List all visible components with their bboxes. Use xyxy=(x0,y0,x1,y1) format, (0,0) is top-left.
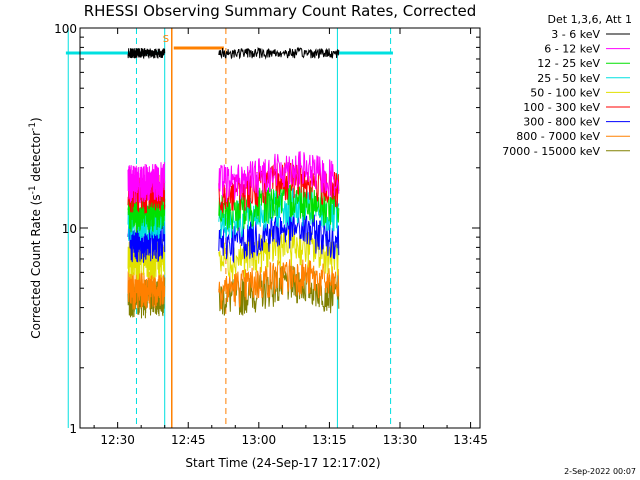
series-1-interval-1 xyxy=(218,151,340,202)
x-tick-label-3: 13:15 xyxy=(312,433,347,447)
y-tick-label-2: 100 xyxy=(54,22,77,36)
legend-label-6: 300 - 800 keV xyxy=(523,116,600,129)
y-tick-label-0: 1 xyxy=(69,422,77,436)
y-axis-label-main: Corrected Count Rate (s xyxy=(29,194,43,338)
y-tick-label-1: 10 xyxy=(62,222,77,236)
y-axis-label-end: ) xyxy=(29,117,43,122)
timestamp: 2-Sep-2022 00:07 xyxy=(564,467,636,476)
y-axis-label-mid: detector xyxy=(29,131,43,186)
legend-label-2: 12 - 25 keV xyxy=(537,57,600,70)
series-0-interval-0 xyxy=(127,47,166,60)
legend-label-5: 100 - 300 keV xyxy=(523,101,600,114)
plot-area: S xyxy=(65,28,393,428)
series-0-interval-1 xyxy=(218,46,340,60)
y-axis-label-sup2: -1 xyxy=(28,122,38,131)
x-tick-label-4: 13:30 xyxy=(383,433,418,447)
legend-label-8: 7000 - 15000 keV xyxy=(502,145,600,158)
legend-label-0: 3 - 6 keV xyxy=(551,28,600,41)
chart-title: RHESSI Observing Summary Count Rates, Co… xyxy=(84,2,477,20)
x-tick-label-1: 12:45 xyxy=(171,433,206,447)
series-2-interval-1 xyxy=(218,181,340,232)
series-6-interval-0 xyxy=(127,221,166,263)
x-tick-label-5: 13:45 xyxy=(453,433,488,447)
y-axis-ticks: 1 10 100 xyxy=(54,22,480,436)
series-7-interval-0 xyxy=(127,270,166,310)
series-1-interval-0 xyxy=(127,162,166,204)
x-axis-label: Start Time (24-Sep-17 12:17:02) xyxy=(185,456,380,470)
legend-label-4: 50 - 100 keV xyxy=(530,86,600,99)
y-axis-label-sup1: -1 xyxy=(28,185,38,194)
x-tick-label-0: 12:30 xyxy=(100,433,135,447)
legend-label-1: 6 - 12 keV xyxy=(544,43,600,56)
legend-label-7: 800 - 7000 keV xyxy=(516,130,600,143)
x-axis-ticks: 12:30 12:45 13:00 13:15 13:30 13:45 xyxy=(93,28,488,447)
y-axis-label: Corrected Count Rate (s-1 detector-1) xyxy=(28,117,43,338)
legend-label-3: 25 - 50 keV xyxy=(537,72,600,85)
saa-label: S xyxy=(163,34,169,45)
x-tick-label-2: 13:00 xyxy=(242,433,277,447)
legend-title: Det 1,3,6, Att 1 xyxy=(548,13,632,26)
